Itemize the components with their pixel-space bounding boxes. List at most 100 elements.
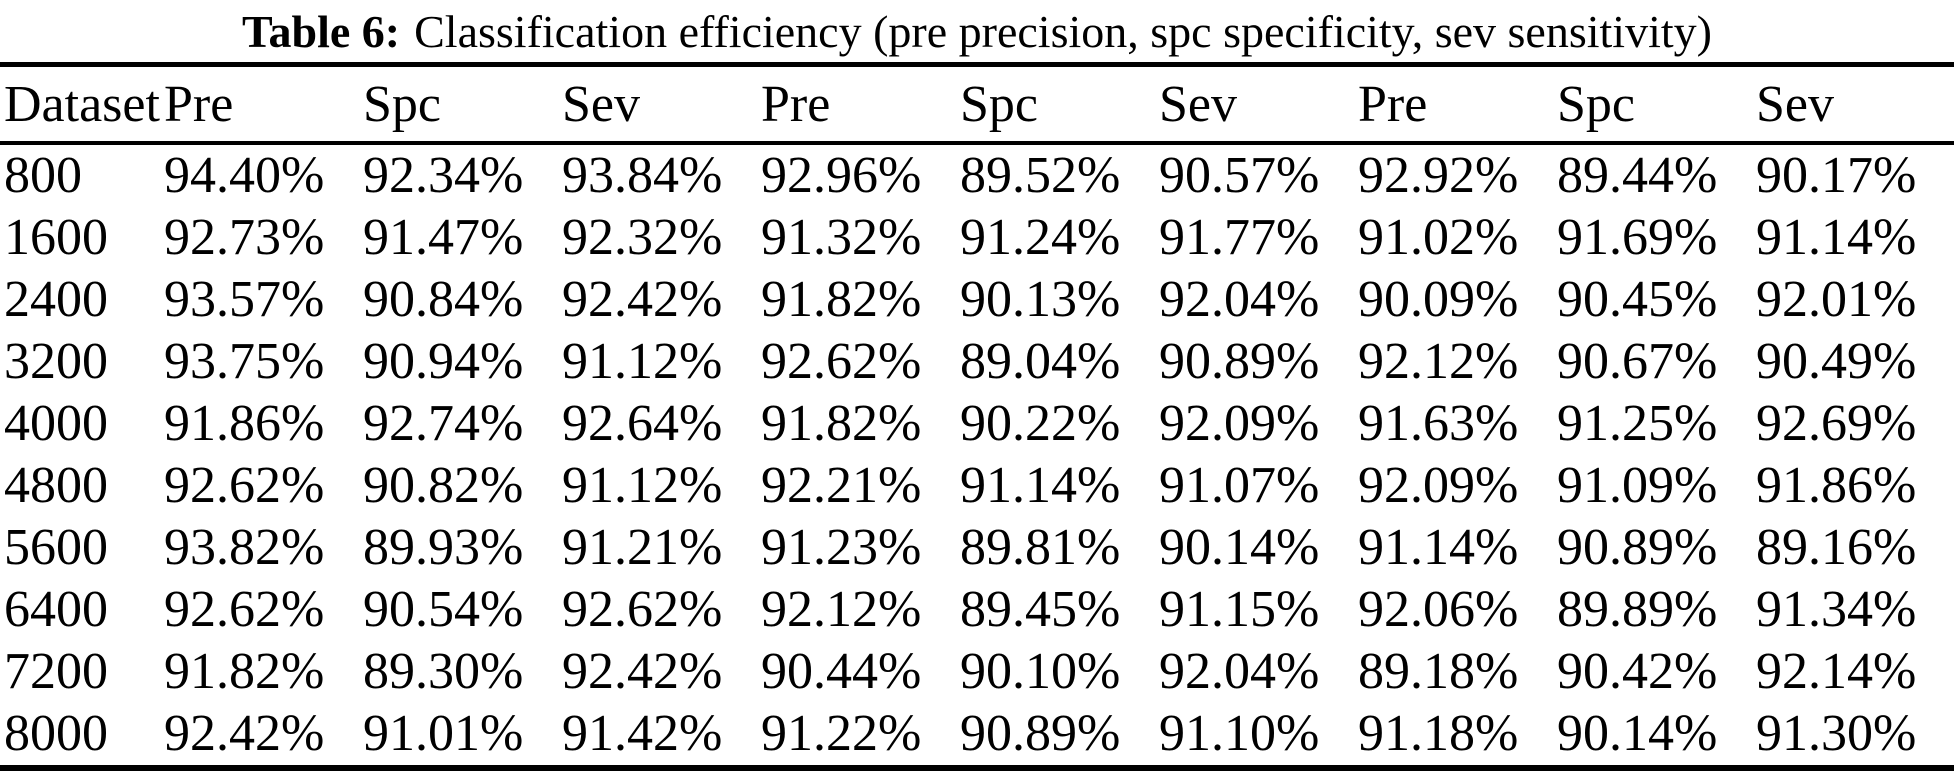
value-cell: 91.25% [1557, 395, 1718, 452]
table-row: 5600 93.82% 89.93% 91.21% 91.23% 89.81% 90.14%… [0, 517, 1954, 579]
value-cell: 93.84% [562, 147, 723, 204]
value-cell: 90.57% [1159, 147, 1320, 204]
value-cell: 90.54% [363, 581, 524, 638]
table-row: 4800 92.62% 90.82% 91.12% 92.21% 91.14% 91.07%… [0, 455, 1954, 517]
value-cell: 92.09% [1358, 457, 1519, 514]
value-cell: 93.82% [164, 519, 325, 576]
header-cell-sev-2: Sev [1159, 64, 1358, 145]
value-cell: 90.67% [1557, 333, 1718, 390]
value-cell: 90.14% [1557, 705, 1718, 762]
header-cell-sev-3: Sev [1756, 64, 1954, 145]
value-cell: 89.44% [1557, 147, 1718, 204]
value-cell: 92.62% [164, 457, 325, 514]
dataset-cell: 6400 [4, 581, 108, 638]
value-cell: 92.06% [1358, 581, 1519, 638]
header-cell-spc-1: Spc [363, 64, 562, 145]
value-cell: 91.86% [1756, 457, 1917, 514]
value-cell: 89.45% [960, 581, 1121, 638]
dataset-cell: 4800 [4, 457, 108, 514]
value-cell: 92.32% [562, 209, 723, 266]
value-cell: 91.14% [1756, 209, 1917, 266]
value-cell: 92.34% [363, 147, 524, 204]
value-cell: 91.63% [1358, 395, 1519, 452]
dataset-cell: 5600 [4, 519, 108, 576]
dataset-cell: 8000 [4, 705, 108, 762]
value-cell: 91.47% [363, 209, 524, 266]
value-cell: 91.34% [1756, 581, 1917, 638]
dataset-cell: 7200 [4, 643, 108, 700]
header-cell-pre-1: Pre [164, 64, 363, 145]
value-cell: 92.73% [164, 209, 325, 266]
table-row: 3200 93.75% 90.94% 91.12% 92.62% 89.04% 90.89%… [0, 331, 1954, 393]
value-cell: 91.18% [1358, 705, 1519, 762]
value-cell: 90.44% [761, 643, 922, 700]
value-cell: 92.09% [1159, 395, 1320, 452]
value-cell: 92.74% [363, 395, 524, 452]
value-cell: 90.89% [960, 705, 1121, 762]
value-cell: 91.69% [1557, 209, 1718, 266]
header-cell-spc-3: Spc [1557, 64, 1756, 145]
value-cell: 91.30% [1756, 705, 1917, 762]
value-cell: 90.84% [363, 271, 524, 328]
value-cell: 92.42% [164, 705, 325, 762]
value-cell: 92.92% [1358, 147, 1519, 204]
value-cell: 91.15% [1159, 581, 1320, 638]
value-cell: 90.17% [1756, 147, 1917, 204]
value-cell: 92.96% [761, 147, 922, 204]
classification-efficiency-table: Dataset Pre Spc Sev Pre Spc Sev Pre Spc … [0, 62, 1954, 771]
value-cell: 90.49% [1756, 333, 1917, 390]
value-cell: 94.40% [164, 147, 325, 204]
value-cell: 90.10% [960, 643, 1121, 700]
header-cell-pre-3: Pre [1358, 64, 1557, 145]
value-cell: 90.14% [1159, 519, 1320, 576]
value-cell: 89.93% [363, 519, 524, 576]
value-cell: 90.94% [363, 333, 524, 390]
table-body: 800 94.40% 92.34% 93.84% 92.96% 89.52% 90.57% 9… [0, 143, 1954, 768]
value-cell: 92.14% [1756, 643, 1917, 700]
header-cell-pre-2: Pre [761, 64, 960, 145]
value-cell: 90.09% [1358, 271, 1519, 328]
header-row: Dataset Pre Spc Sev Pre Spc Sev Pre Spc … [0, 64, 1954, 145]
value-cell: 91.32% [761, 209, 922, 266]
value-cell: 90.22% [960, 395, 1121, 452]
value-cell: 91.82% [761, 271, 922, 328]
value-cell: 91.23% [761, 519, 922, 576]
value-cell: 89.89% [1557, 581, 1718, 638]
dataset-cell: 2400 [4, 271, 108, 328]
value-cell: 91.09% [1557, 457, 1718, 514]
value-cell: 91.02% [1358, 209, 1519, 266]
value-cell: 90.89% [1159, 333, 1320, 390]
value-cell: 89.18% [1358, 643, 1519, 700]
value-cell: 91.21% [562, 519, 723, 576]
dataset-cell: 800 [4, 147, 82, 204]
value-cell: 91.12% [562, 333, 723, 390]
value-cell: 89.30% [363, 643, 524, 700]
value-cell: 92.21% [761, 457, 922, 514]
value-cell: 92.62% [164, 581, 325, 638]
value-cell: 90.42% [1557, 643, 1718, 700]
header-cell-dataset: Dataset [0, 64, 164, 145]
dataset-cell: 4000 [4, 395, 108, 452]
value-cell: 89.04% [960, 333, 1121, 390]
table-caption: Table 6: Classification efficiency (pre p… [0, 0, 1954, 62]
table-row: 800 94.40% 92.34% 93.84% 92.96% 89.52% 90.57% 9… [0, 143, 1954, 207]
value-cell: 92.69% [1756, 395, 1917, 452]
value-cell: 91.86% [164, 395, 325, 452]
header-cell-spc-2: Spc [960, 64, 1159, 145]
value-cell: 93.57% [164, 271, 325, 328]
value-cell: 90.45% [1557, 271, 1718, 328]
value-cell: 91.07% [1159, 457, 1320, 514]
value-cell: 90.82% [363, 457, 524, 514]
value-cell: 92.04% [1159, 643, 1320, 700]
table-row: 2400 93.57% 90.84% 92.42% 91.82% 90.13% 92.04%… [0, 269, 1954, 331]
value-cell: 91.42% [562, 705, 723, 762]
value-cell: 91.82% [164, 643, 325, 700]
value-cell: 89.16% [1756, 519, 1917, 576]
table-caption-text: Classification efficiency (pre precision… [414, 6, 1712, 57]
value-cell: 92.12% [761, 581, 922, 638]
value-cell: 90.13% [960, 271, 1121, 328]
value-cell: 89.52% [960, 147, 1121, 204]
header-cell-sev-1: Sev [562, 64, 761, 145]
value-cell: 91.24% [960, 209, 1121, 266]
